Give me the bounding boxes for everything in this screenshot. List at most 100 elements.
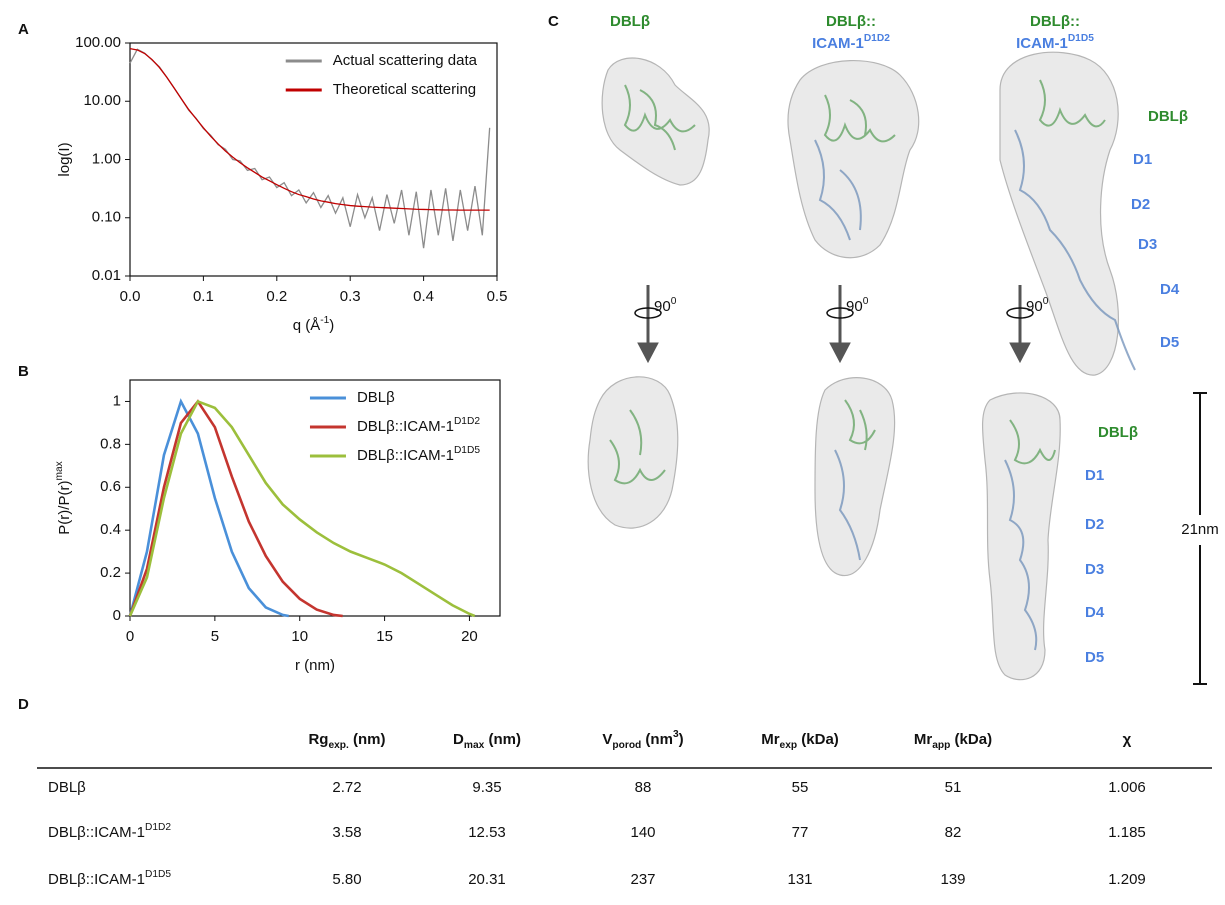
data-line [130, 49, 490, 211]
x-tick-label: 5 [211, 628, 219, 645]
table-cell: 237 [630, 871, 655, 888]
x-tick-label: 0.0 [120, 288, 141, 305]
y-tick-label: 0.2 [100, 564, 121, 581]
table-cell: 2.72 [332, 779, 361, 796]
table-cell: 51 [945, 779, 962, 796]
column-header-part: Rg [308, 731, 328, 748]
table-cell: 140 [630, 824, 655, 841]
legend-label-part: Theoretical scattering [333, 81, 476, 98]
table-cell: 9.35 [472, 779, 501, 796]
data-line [130, 49, 490, 248]
rotation-label-part: 90 [654, 298, 671, 315]
scale-bar [1193, 393, 1207, 684]
x-axis-label-part: -1 [320, 315, 329, 326]
panel-label: B [18, 363, 29, 380]
column-header-part: D [453, 731, 464, 748]
y-axis-label-part: log(I) [56, 142, 73, 176]
column-subtitle-part: D1D5 [1068, 33, 1094, 44]
legend-label-part: D1D5 [454, 445, 480, 456]
table-cell: 88 [635, 779, 652, 796]
panel-label: D [18, 696, 29, 713]
y-tick-label: 0.4 [100, 521, 121, 538]
domain-label: D2 [1085, 516, 1104, 533]
legend-label: Actual scattering data [333, 52, 478, 69]
x-axis-label-part: r (nm) [295, 657, 335, 674]
column-header-part: exp [780, 740, 798, 751]
rotation-label-part: 90 [1026, 298, 1043, 315]
domain-label: D3 [1138, 236, 1157, 253]
scale-label: 21nm [1181, 521, 1219, 538]
legend: Actual scattering data Theoretical scatte… [286, 52, 478, 98]
domain-label: D3 [1085, 561, 1104, 578]
column-title: DBLβ [610, 13, 650, 30]
domain-label: DBLβ [1098, 424, 1138, 441]
x-tick-label: 10 [291, 628, 308, 645]
row-label: DBLβ::ICAM-1D1D5 [48, 869, 171, 888]
y-axis-label: log(I) [56, 142, 73, 176]
column-header-part: (nm) [349, 731, 386, 748]
column-header: Rgexp. (nm) [308, 731, 385, 751]
column-header: Vporod (nm3) [602, 729, 683, 751]
column-subtitle-part: ICAM-1 [812, 35, 864, 52]
row-label: DBLβ [48, 779, 86, 796]
row-label-part: D1D5 [145, 869, 171, 880]
y-axis-label-part: P(r)/P(r) [56, 481, 73, 535]
arrow-head [830, 343, 850, 362]
x-tick-label: 15 [376, 628, 393, 645]
table-cell: 1.185 [1108, 824, 1146, 841]
column-header: Mrapp (kDa) [914, 731, 992, 751]
x-axis-label-part: ) [329, 317, 334, 334]
y-tick-label: 1 [113, 392, 121, 409]
column-subtitle-part: ICAM-1 [1016, 35, 1068, 52]
legend-label-part: DBLβ [357, 389, 395, 406]
x-axis-label: q (Å-1) [293, 315, 335, 334]
y-tick-label: 0.6 [100, 478, 121, 495]
y-tick-label: 0 [113, 607, 121, 624]
domain-label: D4 [1085, 604, 1105, 621]
x-tick-label: 0.4 [413, 288, 434, 305]
column-header-part: ) [679, 731, 684, 748]
domain-label: D5 [1085, 649, 1104, 666]
legend: DBLβDBLβ::ICAM-1D1D2DBLβ::ICAM-1D1D5 [310, 389, 480, 464]
panel-label: A [18, 21, 29, 38]
figure: A100.0010.001.000.100.010.00.10.20.30.40… [0, 0, 1225, 905]
column-header-part: Mr [914, 731, 932, 748]
column-header-part: porod [612, 740, 641, 751]
rotation-label-part: 0 [671, 296, 677, 307]
legend-label-part: D1D2 [454, 416, 480, 427]
table-cell: 131 [787, 871, 812, 888]
column-header-part: exp. [328, 740, 349, 751]
table-cell: 77 [792, 824, 809, 841]
envelope [983, 393, 1061, 680]
legend-label: DBLβ::ICAM-1D1D5 [357, 445, 480, 464]
column-subtitle: ICAM-1D1D2 [812, 33, 890, 52]
y-tick-label: 0.8 [100, 435, 121, 452]
rotation-label: 900 [846, 296, 869, 315]
column-title: DBLβ:: [826, 13, 876, 30]
x-tick-label: 0.3 [340, 288, 361, 305]
structure-images [37, 52, 1212, 768]
table-cell: 55 [792, 779, 809, 796]
rotation-label: 900 [1026, 296, 1049, 315]
y-tick-label: 1.00 [92, 150, 121, 167]
row-label-part: DBLβ::ICAM-1 [48, 824, 145, 841]
row-label: DBLβ::ICAM-1D1D2 [48, 822, 171, 841]
domain-label: D2 [1131, 196, 1150, 213]
y-tick-label: 10.00 [83, 92, 121, 109]
column-header-part: (kDa) [797, 731, 839, 748]
envelope [1000, 52, 1118, 375]
column-title: DBLβ:: [1030, 13, 1080, 30]
legend-label-part: DBLβ::ICAM-1 [357, 418, 454, 435]
legend-label-part: Actual scattering data [333, 52, 478, 69]
row-label-part: D1D2 [145, 822, 171, 833]
x-tick-label: 0 [126, 628, 134, 645]
arrow-head [638, 343, 658, 362]
table-cell: 1.209 [1108, 871, 1146, 888]
column-header-part: (kDa) [950, 731, 992, 748]
y-tick-label: 0.01 [92, 267, 121, 284]
rotation-label-part: 0 [1043, 296, 1049, 307]
table-cell: 1.006 [1108, 779, 1146, 796]
column-header: χ [1123, 731, 1132, 748]
y-axis-label: P(r)/P(r)max [54, 461, 73, 534]
column-header: Mrexp (kDa) [761, 731, 839, 751]
